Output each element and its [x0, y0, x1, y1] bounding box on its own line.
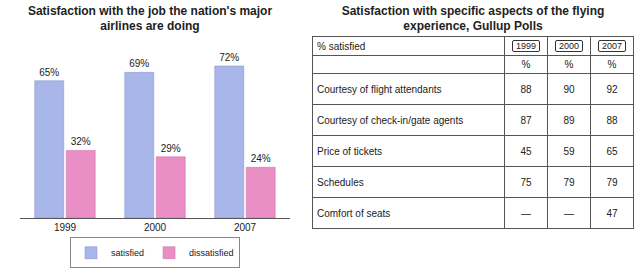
svg-text:2007: 2007 [234, 222, 257, 233]
html-text:79: 79 [606, 176, 618, 188]
html-text:1999: 1999 [516, 41, 536, 51]
html-text:Satisfaction with the job the: Satisfaction with the job the nation's m… [27, 4, 273, 33]
html-text:75: 75 [520, 176, 532, 188]
svg-text:65%: 65% [39, 67, 59, 78]
svg-text:69%: 69% [129, 58, 149, 69]
svg-text:72%: 72% [219, 52, 239, 63]
html-text:2007: 2007 [602, 41, 622, 51]
svg-text:2000: 2000 [144, 222, 167, 233]
svg-text:24%: 24% [251, 153, 271, 164]
html-text:87: 87 [520, 114, 532, 126]
svg-text:satisfied: satisfied [111, 248, 144, 258]
html-text:79: 79 [563, 176, 575, 188]
html-text:2000: 2000 [559, 41, 579, 51]
svg-text:32%: 32% [71, 136, 91, 147]
html-text:Courtesy of flight attendants: Courtesy of flight attendants [317, 83, 442, 95]
svg-text:dissatisfied: dissatisfied [189, 248, 234, 258]
svg-text:29%: 29% [161, 143, 181, 154]
html-text:90: 90 [563, 83, 575, 95]
html-text:65: 65 [606, 145, 618, 157]
svg-text:1999: 1999 [54, 222, 77, 233]
html-text:45: 45 [520, 145, 532, 157]
html-text:% satisfied: % satisfied [317, 40, 366, 52]
html-text:88: 88 [520, 83, 532, 95]
html-text:89: 89 [563, 114, 575, 126]
html-text:Price of tickets: Price of tickets [317, 145, 382, 157]
html-text:Schedules: Schedules [317, 176, 364, 188]
html-text:47: 47 [606, 207, 618, 219]
html-text:Comfort of seats: Comfort of seats [317, 207, 391, 219]
html-text:Satisfaction with specific asp: Satisfaction with specific aspects of th… [341, 4, 605, 33]
html-text:Courtesy of check-in/gate agen: Courtesy of check-in/gate agents [317, 114, 464, 126]
html-text:92: 92 [606, 83, 618, 95]
html-text:88: 88 [606, 114, 618, 126]
html-text:59: 59 [563, 145, 575, 157]
